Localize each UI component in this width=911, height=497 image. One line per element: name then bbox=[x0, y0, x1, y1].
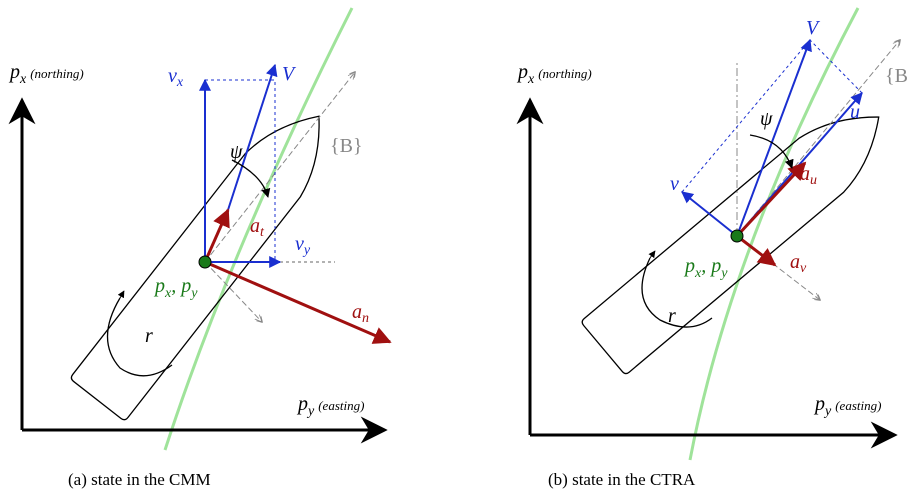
axis-horizontal-label: py(easting) bbox=[296, 393, 364, 419]
u-label: u bbox=[850, 101, 860, 123]
axis-horizontal-label: py(easting) bbox=[813, 393, 881, 419]
an-arrow bbox=[205, 262, 390, 342]
yaw-rate-label: r bbox=[145, 325, 153, 347]
vy-label: vy bbox=[295, 233, 311, 258]
yaw-arc bbox=[108, 298, 173, 376]
position-dot bbox=[731, 230, 743, 242]
frame-label: {B} bbox=[330, 135, 363, 157]
au-arrow bbox=[737, 163, 805, 236]
position-dot bbox=[199, 256, 211, 268]
at-label: at bbox=[250, 215, 265, 240]
yaw-rate-label: r bbox=[668, 305, 676, 327]
au-label: au bbox=[800, 163, 817, 188]
body-axis bbox=[205, 72, 355, 262]
frame-label: {B bbox=[885, 65, 908, 87]
caption: (a) state in the CMM bbox=[68, 470, 211, 489]
velocity-label: V bbox=[806, 17, 821, 39]
av-arrow bbox=[737, 236, 775, 265]
vx-label: vx bbox=[168, 65, 184, 90]
yaw-arc-head bbox=[650, 251, 655, 258]
panel-a: px(northing) py(easting) vx V ψ {B} at v… bbox=[8, 8, 390, 489]
an-label: an bbox=[352, 301, 369, 326]
av-label: av bbox=[790, 251, 807, 276]
heading-label: ψ bbox=[760, 108, 773, 130]
v-label: v bbox=[670, 173, 679, 195]
caption: (b) state in the CTRA bbox=[548, 470, 696, 489]
position-label: px,py bbox=[683, 255, 728, 281]
axis-vertical-label: px(northing) bbox=[516, 61, 592, 87]
velocity-label: V bbox=[282, 63, 297, 85]
trajectory bbox=[690, 8, 858, 460]
diagram: px(northing) py(easting) vx V ψ {B} at v… bbox=[0, 0, 911, 497]
axis-vertical-label: px(northing) bbox=[8, 61, 84, 87]
panel-b: px(northing) py(easting) V ψ {B u v au p… bbox=[516, 8, 908, 489]
yaw-arc-head bbox=[120, 291, 124, 298]
heading-label: ψ bbox=[230, 141, 243, 163]
heading-arc bbox=[750, 135, 792, 168]
at-arrow bbox=[205, 210, 228, 262]
position-label: px,py bbox=[153, 275, 198, 301]
